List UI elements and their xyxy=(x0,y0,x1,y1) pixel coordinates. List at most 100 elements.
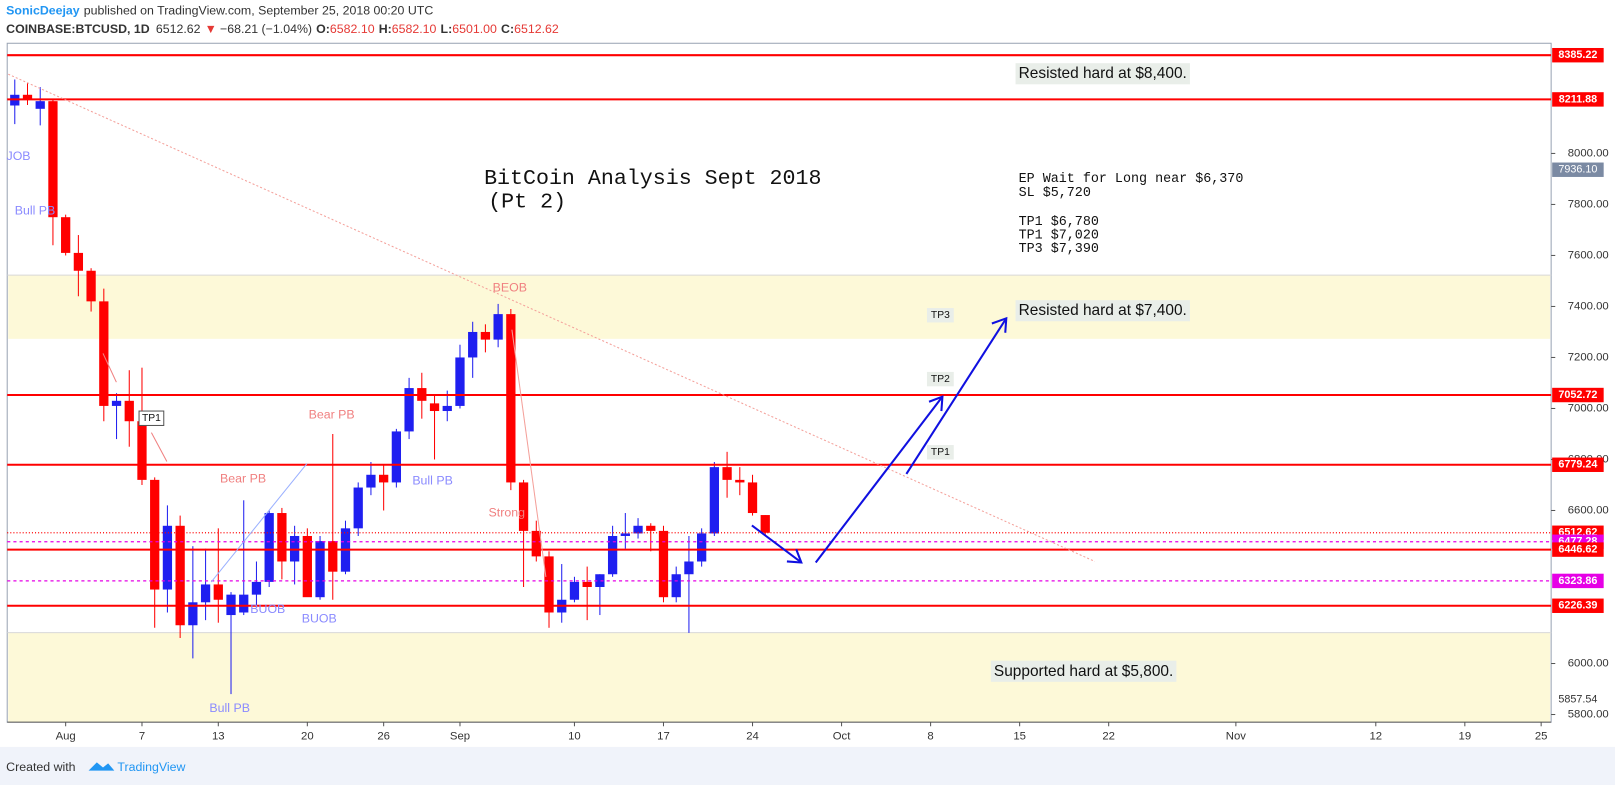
ohlc-key: L: xyxy=(441,22,453,36)
plan-text: EP Wait for Long near $6,370 xyxy=(1019,172,1244,187)
candle-body xyxy=(569,581,580,600)
candle-body xyxy=(239,594,249,613)
x-tick-label: 25 xyxy=(1535,731,1548,743)
candle-body xyxy=(747,482,758,514)
candle-body xyxy=(150,479,160,590)
x-tick-label: 8 xyxy=(927,731,933,743)
candle-body xyxy=(684,561,694,575)
x-tick-label: 12 xyxy=(1369,731,1382,743)
marker-label: Bear PB xyxy=(220,471,266,485)
candle-body xyxy=(277,513,287,562)
plan-text: TP3 $7,390 xyxy=(1019,242,1099,257)
x-tick-label: 19 xyxy=(1459,731,1472,743)
drawing-line xyxy=(511,329,547,577)
drawing-line xyxy=(210,463,308,583)
price-label: 5857.54 xyxy=(1558,694,1597,706)
candle-body xyxy=(99,301,109,406)
level-badge xyxy=(1552,387,1604,403)
published: published on TradingView.com, September … xyxy=(84,4,434,18)
candle-body xyxy=(61,217,71,253)
candle-body xyxy=(544,556,554,613)
ohlc-value: 6582.10 xyxy=(330,22,375,36)
x-tick-label: 24 xyxy=(746,731,759,743)
candle-body xyxy=(620,533,630,536)
x-tick-label: Aug xyxy=(56,731,76,743)
candle-body xyxy=(315,541,325,598)
y-tick-label: 7200.00 xyxy=(1568,351,1609,363)
level-badge xyxy=(1552,573,1604,589)
target-label: TP1 xyxy=(931,447,950,458)
marker-label: TP1 xyxy=(142,413,161,424)
annotation: Resisted hard at $7,400. xyxy=(1019,302,1187,319)
marker-label: Strong xyxy=(489,505,526,519)
symbol-line: COINBASE:BTCUSD, 1D 6512.62 ▼ −68.21 (−1.04… xyxy=(6,22,559,36)
x-tick-label: 10 xyxy=(568,731,581,743)
level-badge xyxy=(1552,457,1604,472)
candle-body xyxy=(328,541,338,572)
footer-bar xyxy=(0,746,1615,785)
plan-text: TP1 $7,020 xyxy=(1019,228,1099,243)
y-tick-label: 6600.00 xyxy=(1568,504,1609,516)
arrow-head xyxy=(928,395,944,412)
candle-body xyxy=(366,474,376,488)
level-label: 6446.62 xyxy=(1558,543,1597,555)
candle-body xyxy=(264,513,274,582)
zone xyxy=(8,275,1551,339)
footer-brand[interactable]: TradingView xyxy=(117,760,185,774)
candle-body xyxy=(404,388,414,432)
chart-title: BitCoin Analysis Sept 2018 xyxy=(484,167,821,191)
arrow-head xyxy=(786,548,803,564)
level-badge xyxy=(1552,47,1604,63)
candle-body xyxy=(646,525,656,531)
level-label: 8385.22 xyxy=(1558,49,1597,61)
candle-body xyxy=(671,574,681,598)
target-bg xyxy=(926,445,954,460)
arrow-head xyxy=(991,316,1008,333)
ohlc-key: O: xyxy=(316,22,330,36)
y-tick-label: 5800.00 xyxy=(1568,709,1609,721)
target-label: TP2 xyxy=(931,374,950,385)
marker-label: Bull PB xyxy=(15,203,56,217)
plan-text: TP1 $6,780 xyxy=(1019,215,1099,230)
candle-body xyxy=(111,400,122,406)
x-tick-label: 17 xyxy=(657,731,670,743)
x-tick-label: Nov xyxy=(1226,731,1246,743)
annotation: Supported hard at $5,800. xyxy=(994,663,1173,680)
marker-label: Bull PB xyxy=(209,701,250,715)
candle-body xyxy=(658,530,669,598)
level-label: 6323.86 xyxy=(1558,575,1597,587)
trend-line xyxy=(8,73,1096,562)
target-bg xyxy=(926,308,954,323)
y-tick-label: 6000.00 xyxy=(1568,658,1609,670)
candle-body xyxy=(531,530,541,557)
candle-body xyxy=(722,467,732,480)
footer-text: Created with xyxy=(6,760,76,774)
candle-body xyxy=(518,482,529,531)
candle-body xyxy=(124,400,134,422)
candle-body xyxy=(595,574,605,587)
author[interactable]: SonicDeejay xyxy=(6,4,80,18)
candle-body xyxy=(697,533,707,562)
arrow: ▼ xyxy=(205,22,217,36)
candle-body xyxy=(429,403,440,412)
candle-body xyxy=(162,525,173,590)
chart-title: (Pt 2) xyxy=(488,191,566,215)
ohlc-value: 6512.62 xyxy=(514,22,559,36)
x-tick-label: Oct xyxy=(833,731,851,743)
marker-label: BUOB xyxy=(250,602,285,616)
candle-body xyxy=(302,535,312,598)
drawing-line xyxy=(150,432,168,462)
last: 6512.62 xyxy=(156,22,201,36)
candle-body xyxy=(73,252,84,271)
annotation: Resisted hard at $8,400. xyxy=(1019,65,1187,82)
candle-body xyxy=(468,331,478,358)
candle-body xyxy=(86,270,96,302)
level-label: 8211.88 xyxy=(1559,93,1597,105)
brand-logo[interactable] xyxy=(88,762,115,771)
candle-body xyxy=(442,405,452,412)
candle-body xyxy=(391,431,402,483)
candle-body xyxy=(137,421,147,480)
candle-body xyxy=(582,581,592,587)
ohlc-value: 6501.00 xyxy=(452,22,497,36)
annotation-bg xyxy=(1015,300,1190,322)
